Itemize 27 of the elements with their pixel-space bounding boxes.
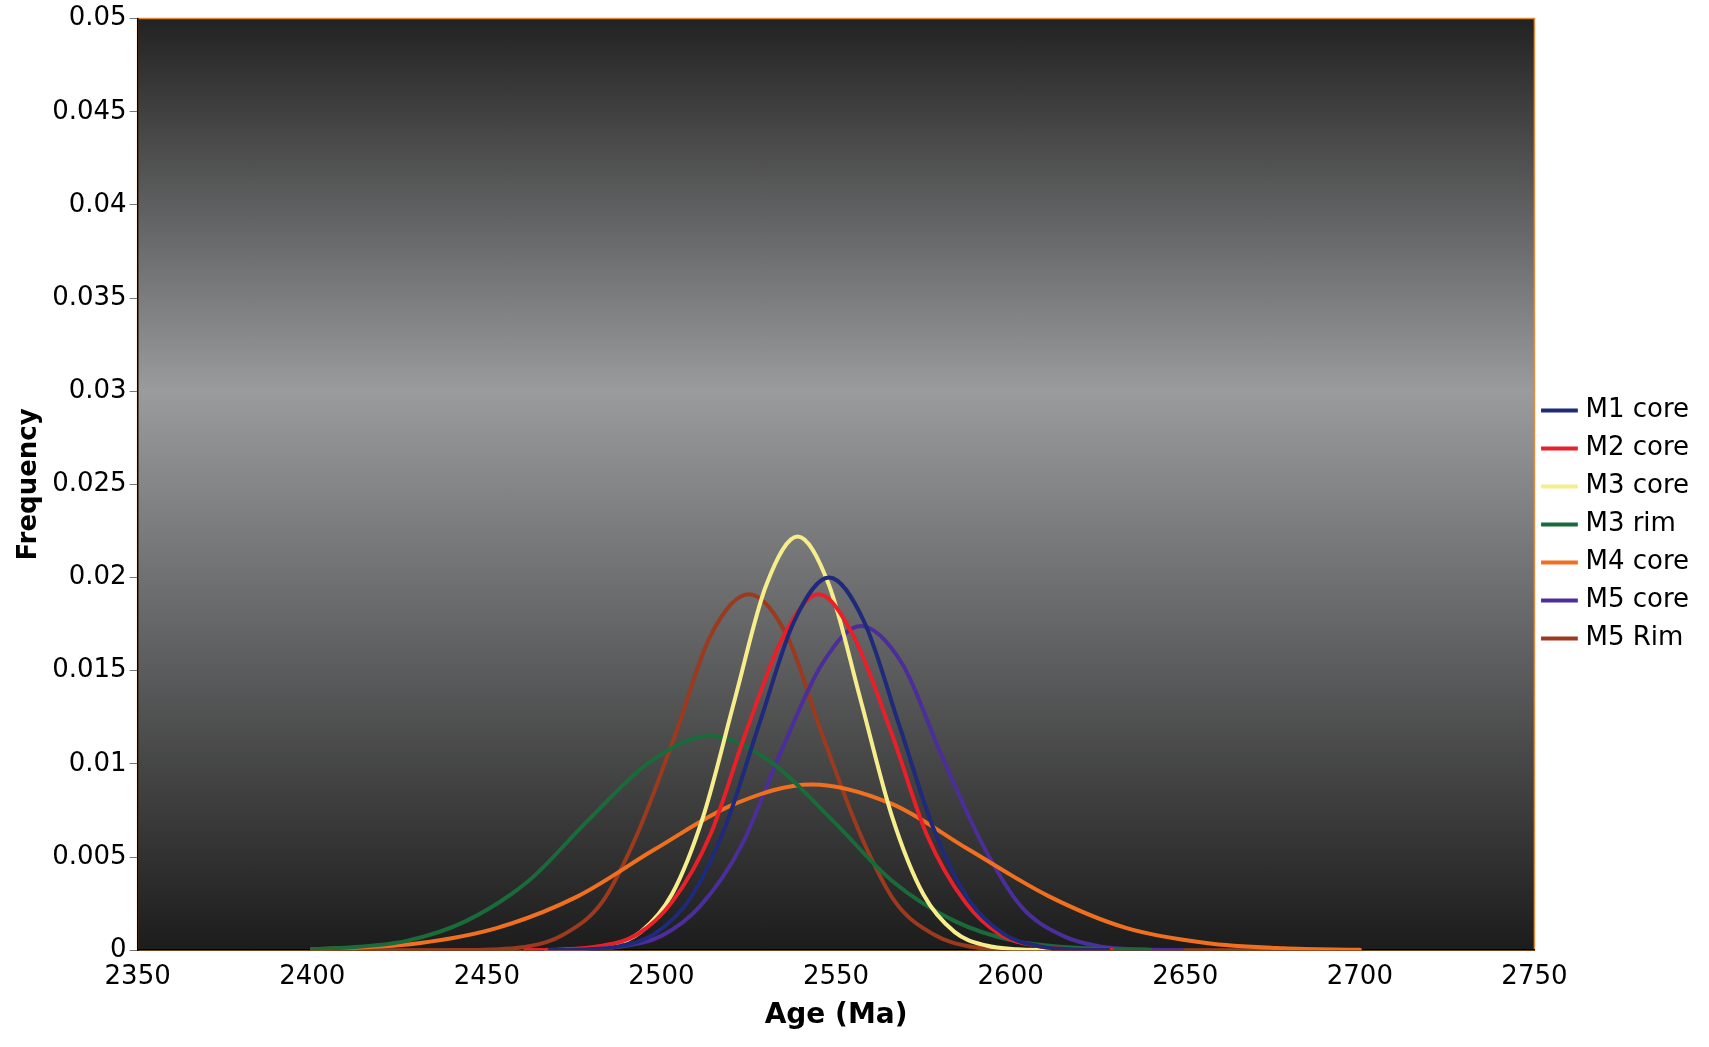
x-tick-label: 2750	[1501, 959, 1568, 990]
x-axis-title: Age (Ma)	[764, 997, 908, 1031]
x-tick-label: 2450	[453, 959, 520, 990]
x-tick-label: 2500	[628, 959, 695, 990]
y-tick-label: 0.025	[52, 467, 127, 498]
legend-label: M5 core	[1585, 583, 1690, 614]
y-tick-label: 0.045	[52, 94, 127, 125]
y-tick-label: 0.03	[68, 373, 127, 404]
y-tick-label: 0.04	[68, 187, 127, 218]
y-tick-label: 0.01	[68, 746, 127, 777]
legend-label: M3 core	[1585, 469, 1690, 500]
y-axis-title: Frequency	[12, 408, 43, 561]
y-tick-label: 0.035	[52, 280, 127, 311]
y-tick-label: 0.05	[68, 1, 127, 32]
y-tick-label: 0.015	[52, 653, 127, 684]
legend-label: M1 core	[1585, 393, 1690, 424]
x-tick-label: 2550	[802, 959, 870, 990]
x-tick-label: 2400	[279, 959, 346, 990]
legend-label: M2 core	[1585, 431, 1690, 462]
y-tick-label: 0.02	[68, 560, 127, 591]
legend-label: M5 Rim	[1585, 621, 1684, 652]
legend-label: M3 rim	[1585, 507, 1676, 538]
legend-label: M4 core	[1585, 545, 1690, 576]
x-tick-label: 2650	[1152, 959, 1219, 990]
x-tick-label: 2600	[977, 959, 1044, 990]
y-tick-label: 0.005	[52, 839, 127, 870]
x-tick-label: 2700	[1326, 959, 1393, 990]
